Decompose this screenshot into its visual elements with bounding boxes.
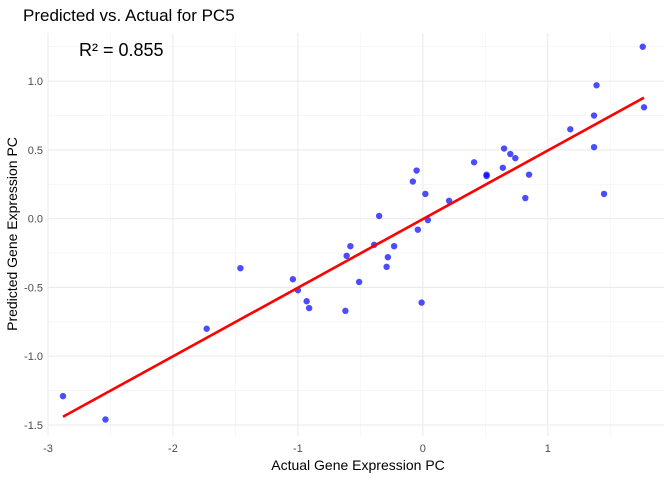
data-point (390, 242, 398, 250)
data-point (237, 264, 244, 272)
data-point (409, 178, 417, 185)
data-point (590, 143, 598, 151)
data-point (355, 278, 363, 286)
data-point (342, 307, 349, 315)
data-point (639, 43, 646, 50)
y-tick-label: 0.5 (28, 145, 43, 157)
data-point (375, 212, 383, 220)
data-point (522, 194, 529, 202)
data-point (500, 145, 508, 152)
data-point (507, 150, 514, 158)
data-point (102, 416, 109, 423)
data-point (483, 171, 490, 178)
y-tick-label: -0.5 (24, 282, 43, 294)
data-point (413, 167, 420, 174)
data-point (414, 226, 422, 233)
data-point (384, 253, 392, 261)
data-point (422, 190, 429, 198)
data-point (383, 263, 390, 271)
r-squared-annotation: R² = 0.855 (79, 40, 164, 60)
data-point (418, 299, 425, 306)
x-tick-label: 1 (545, 443, 551, 455)
data-point (59, 392, 67, 400)
data-point (512, 154, 519, 162)
data-point (303, 298, 310, 305)
data-point (499, 164, 507, 171)
data-point (470, 159, 478, 166)
chart-title: Predicted vs. Actual for PC5 (23, 6, 235, 25)
data-point (600, 190, 608, 198)
x-axis-title: Actual Gene Expression PC (271, 457, 445, 473)
x-tick-label: -3 (43, 443, 53, 455)
x-tick-label: -2 (168, 443, 178, 455)
x-tick-labels: -3 -2 -1 0 1 (43, 443, 551, 455)
y-tick-label: 1.0 (28, 76, 43, 88)
data-point (203, 325, 210, 332)
y-tick-labels: -1.5 -1.0 -0.5 0.0 0.5 1.0 (24, 76, 43, 432)
data-point (640, 104, 648, 111)
x-tick-label: 0 (420, 443, 426, 455)
data-point (289, 276, 297, 283)
data-point (343, 252, 350, 260)
y-tick-label: -1.0 (24, 351, 43, 363)
data-point (525, 171, 533, 178)
y-tick-label: -1.5 (24, 420, 43, 432)
y-axis-title: Predicted Gene Expression PC (4, 137, 20, 331)
y-tick-label: 0.0 (28, 214, 43, 226)
data-point (590, 112, 598, 119)
data-points (59, 43, 648, 423)
grid-lines (47, 33, 664, 436)
regression-line (62, 96, 645, 418)
data-point (567, 126, 574, 133)
data-point (593, 82, 600, 89)
data-point (305, 304, 313, 312)
regression-line-group (62, 96, 645, 418)
data-point (347, 242, 354, 250)
x-tick-label: -1 (293, 443, 303, 455)
